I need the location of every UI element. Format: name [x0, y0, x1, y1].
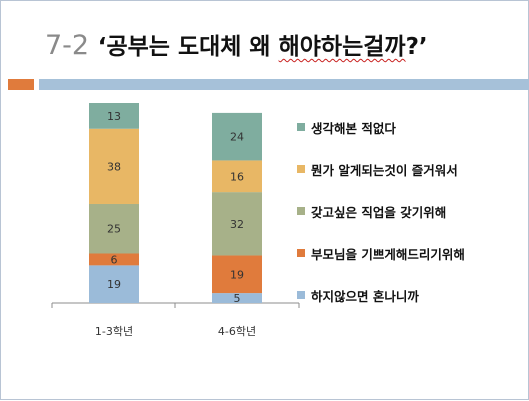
title-text-part2: 해야하는걸까: [278, 34, 406, 60]
x-category-label-1: 1-3학년: [95, 325, 133, 338]
bar-segment-1-4: [89, 128, 139, 204]
bar-segment-2-1: [212, 293, 262, 303]
accent-bar-blue: [39, 79, 529, 90]
data-label-1-5: 13: [107, 110, 121, 123]
data-label-2-5: 24: [230, 131, 244, 144]
title-close-quote: ?’: [405, 34, 428, 60]
legend-label-1: 생각해본 적없다: [311, 121, 396, 136]
data-label-2-4: 16: [230, 170, 244, 183]
data-label-1-3: 25: [107, 223, 121, 236]
title-number: 7-2: [45, 30, 90, 61]
bar-segment-2-3: [212, 192, 262, 256]
legend-swatch-1: [297, 123, 305, 131]
x-category-label-2: 4-6학년: [218, 325, 256, 338]
data-label-2-2: 19: [230, 268, 244, 281]
data-label-2-1: 5: [234, 292, 241, 305]
slide-title: 7-2 ‘공부는 도대체 왜 해야하는걸까?’: [45, 27, 428, 61]
legend-label-5: 하지않으면 혼나니까: [311, 289, 419, 304]
bar-segment-1-5: [89, 103, 139, 129]
accent-bar-orange: [8, 79, 34, 90]
legend-swatch-3: [297, 207, 305, 215]
bar-segment-2-4: [212, 160, 262, 193]
legend-label-3: 갖고싶은 직업을 갖기위해: [311, 205, 447, 220]
legend-label-2: 뭔가 알게되는것이 즐거워서: [311, 163, 458, 178]
bar-segment-2-5: [212, 112, 262, 161]
data-label-2-3: 32: [230, 218, 244, 231]
data-label-1-4: 38: [107, 160, 121, 173]
legend-swatch-4: [297, 249, 305, 257]
title-text-part1: 공부는 도대체 왜: [106, 34, 279, 60]
data-label-1-1: 19: [107, 278, 121, 291]
legend-label-4: 부모님을 기쁘게해드리기위해: [311, 247, 465, 262]
legend-swatch-2: [297, 165, 305, 173]
bar-segment-1-2: [89, 253, 139, 266]
bar-segment-2-2: [212, 255, 262, 294]
bar-segment-1-3: [89, 203, 139, 254]
legend-swatch-5: [297, 291, 305, 299]
data-label-1-2: 6: [111, 253, 118, 266]
title-open-quote: ‘: [97, 34, 107, 60]
bar-segment-1-1: [89, 265, 139, 303]
